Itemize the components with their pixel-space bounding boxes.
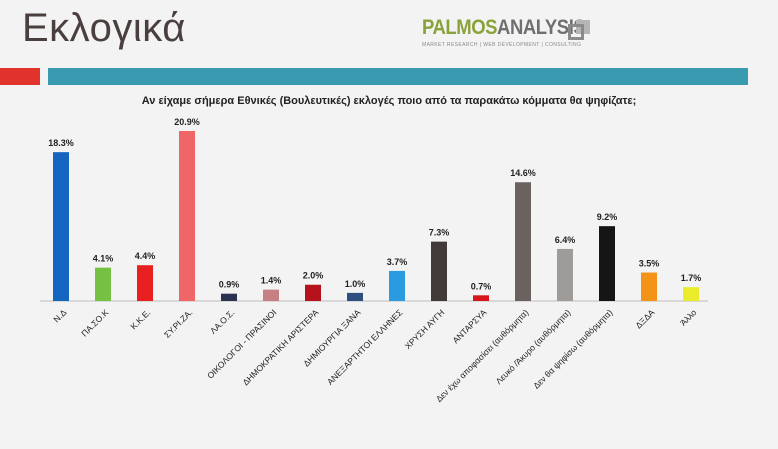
logo-wordmark-part1: PALMOS bbox=[422, 16, 498, 39]
data-label: 1.0% bbox=[345, 279, 366, 289]
bar bbox=[347, 292, 363, 301]
bar bbox=[221, 293, 237, 301]
header-band-teal bbox=[48, 68, 748, 85]
category-label: Κ.Κ.Ε. bbox=[128, 307, 152, 331]
category-label: ΣΥ.ΡΙ.ΖΑ. bbox=[162, 307, 194, 339]
data-label: 0.9% bbox=[219, 280, 240, 290]
data-label: 2.0% bbox=[303, 271, 324, 281]
category-label: ΠΑ.ΣΟ.Κ bbox=[79, 307, 110, 338]
category-label: Άλλο bbox=[678, 307, 699, 328]
bar bbox=[683, 287, 699, 301]
slide-title: Εκλογικά bbox=[22, 6, 186, 50]
data-label: 20.9% bbox=[174, 117, 200, 127]
data-label: 9.2% bbox=[597, 212, 618, 222]
bar bbox=[389, 270, 405, 301]
bar bbox=[137, 265, 153, 301]
data-label: 14.6% bbox=[510, 168, 536, 178]
bar bbox=[641, 272, 657, 301]
data-label: 1.4% bbox=[261, 276, 282, 286]
bar bbox=[515, 182, 531, 301]
category-label: Ν.Δ bbox=[51, 307, 68, 324]
data-label: 1.7% bbox=[681, 273, 702, 283]
data-label: 3.5% bbox=[639, 259, 660, 269]
bar bbox=[305, 284, 321, 301]
logo-wordmark-part2: ANALYSIS bbox=[497, 16, 586, 39]
category-label: Δεν θα ψηφίσω (αυθόρμητα) bbox=[531, 307, 614, 390]
category-label: ΧΡΥΣΗ ΑΥΓΗ bbox=[403, 307, 447, 351]
bar bbox=[95, 267, 111, 301]
logo-wordmark: PALMOSANALYSIS bbox=[422, 16, 586, 40]
category-label: ΑΝΕΞΑΡΤΗΤΟΙ ΕΛΛΗΝΕΣ bbox=[325, 307, 404, 386]
data-label: 4.1% bbox=[93, 254, 114, 264]
data-label: 18.3% bbox=[48, 138, 74, 148]
bar bbox=[53, 152, 69, 301]
data-label: 4.4% bbox=[135, 251, 156, 261]
data-label: 0.7% bbox=[471, 281, 492, 291]
data-label: 7.3% bbox=[429, 228, 450, 238]
category-label: ΛΑ.Ο.Σ. bbox=[208, 307, 237, 336]
data-label: 3.7% bbox=[387, 257, 408, 267]
survey-question: Αν είχαμε σήμερα Εθνικές (Βουλευτικές) ε… bbox=[141, 95, 637, 107]
logo-tagline: MARKET RESEARCH | WEB DEVELOPMENT | CONS… bbox=[422, 42, 582, 48]
bar bbox=[557, 248, 573, 301]
bar bbox=[431, 241, 447, 301]
bar bbox=[263, 289, 279, 301]
bar bbox=[473, 295, 489, 301]
category-label: ΟΙΚΟΛΟΓΟΙ - ΠΡΑΣΙΝΟΙ bbox=[205, 307, 278, 380]
bar bbox=[599, 226, 615, 301]
bar bbox=[179, 131, 195, 301]
logo-squares-icon bbox=[568, 20, 592, 44]
header-band-red bbox=[0, 68, 40, 85]
company-logo: PALMOSANALYSIS MARKET RESEARCH | WEB DEV… bbox=[418, 14, 598, 54]
category-label: ΔΗΜΟΚΡΑΤΙΚΗ ΑΡΙΣΤΕΡΑ bbox=[240, 307, 320, 387]
category-label: ΑΝΤΑΡΣΥΑ bbox=[450, 307, 488, 345]
data-label: 6.4% bbox=[555, 235, 576, 245]
category-label: ΔΞΔΑ bbox=[633, 307, 656, 330]
category-label: Λευκό /Άκυρο (αυθόρμητα) bbox=[494, 307, 573, 386]
